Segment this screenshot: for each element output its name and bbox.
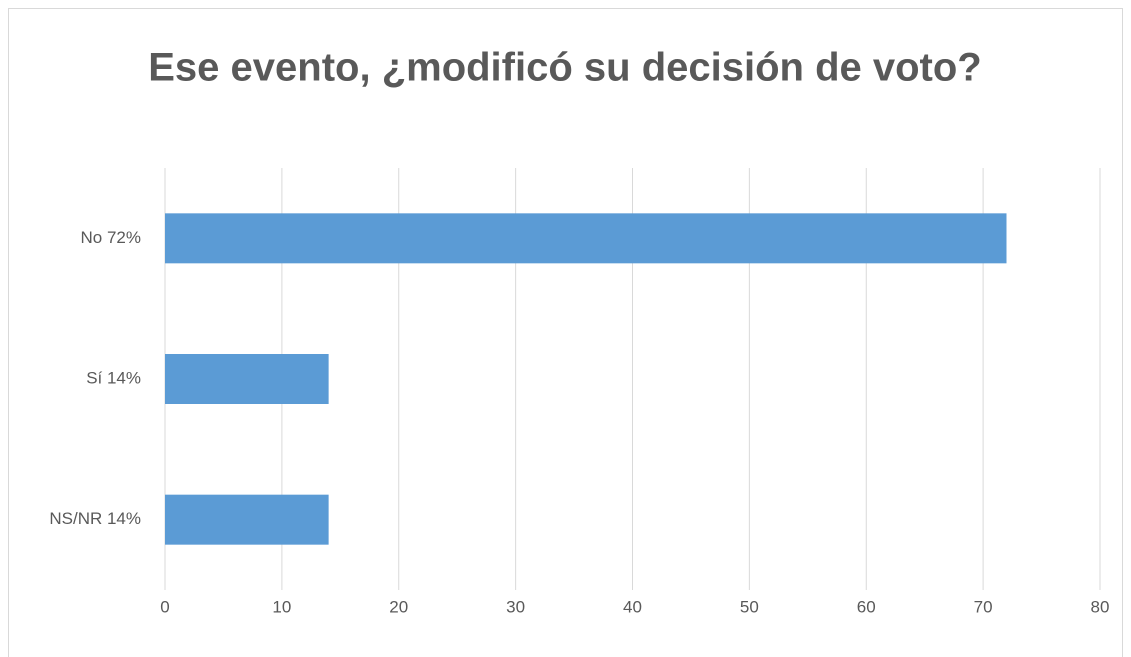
bar xyxy=(165,494,329,545)
x-tick-label: 80 xyxy=(1091,597,1110,616)
x-tick-label: 60 xyxy=(857,597,876,616)
x-tick-label: 50 xyxy=(740,597,759,616)
bar xyxy=(165,213,1007,264)
y-tick-label: No 72% xyxy=(81,228,141,247)
x-tick-label: 10 xyxy=(272,597,291,616)
y-tick-label: Sí 14% xyxy=(86,368,141,387)
x-tick-label: 0 xyxy=(160,597,169,616)
chart-frame xyxy=(8,8,1123,657)
x-tick-label: 40 xyxy=(623,597,642,616)
y-tick-label: NS/NR 14% xyxy=(49,509,141,528)
chart-title: Ese evento, ¿modificó su decisión de vot… xyxy=(148,46,981,90)
x-tick-label: 30 xyxy=(506,597,525,616)
x-tick-label: 20 xyxy=(389,597,408,616)
x-tick-label: 70 xyxy=(974,597,993,616)
bar xyxy=(165,354,329,404)
